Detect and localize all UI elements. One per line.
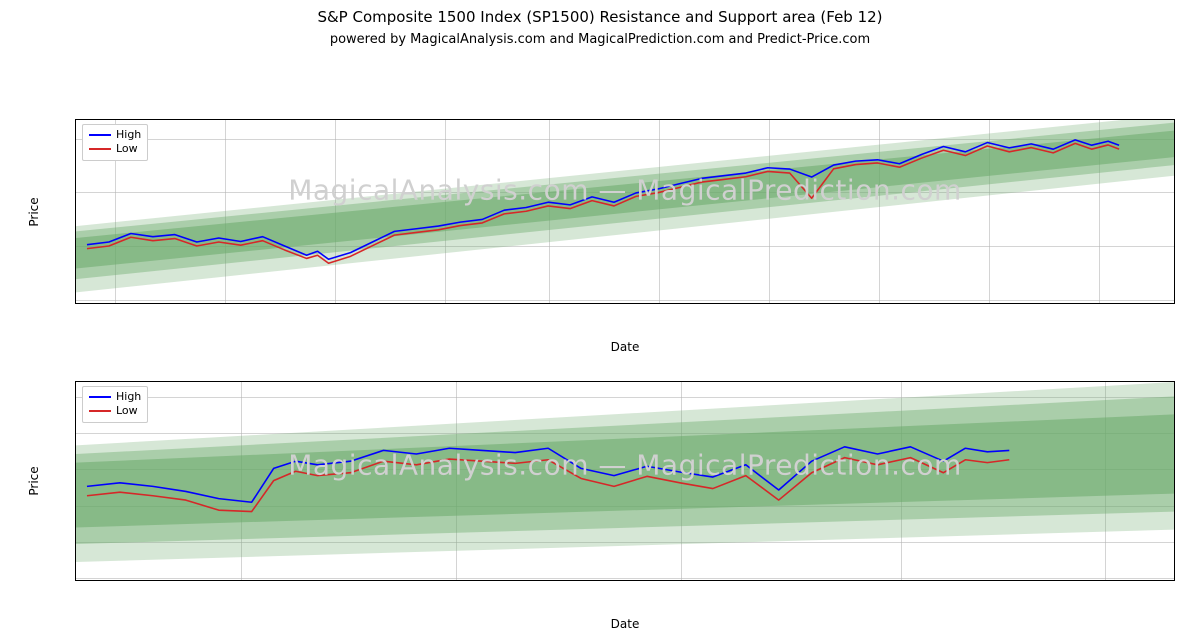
- chart-title: S&P Composite 1500 Index (SP1500) Resist…: [0, 0, 1200, 26]
- legend-swatch-low: [89, 148, 111, 150]
- legend-high-2: High: [89, 390, 141, 404]
- plot-area-2: High Low MagicalAnalysis.com — MagicalPr…: [75, 381, 1175, 581]
- watermark-2: MagicalAnalysis.com — MagicalPrediction.…: [76, 449, 1174, 482]
- legend-label-low-2: Low: [116, 404, 138, 418]
- xtick-label: 2024-03: [526, 303, 572, 304]
- legend-label-low: Low: [116, 142, 138, 156]
- legend-2: High Low: [82, 386, 148, 423]
- xtick-label: 2025-02: [878, 580, 924, 581]
- chart-subtitle: powered by MagicalAnalysis.com and Magic…: [0, 26, 1200, 51]
- plot-area-1: High Low MagicalAnalysis.com — MagicalPr…: [75, 119, 1175, 304]
- xtick-label: 2024-07: [746, 303, 792, 304]
- legend-label-high: High: [116, 128, 141, 142]
- legend-1: High Low: [82, 124, 148, 161]
- y-axis-label-2: Price: [27, 466, 41, 495]
- legend-swatch-low-2: [89, 410, 111, 412]
- legend-label-high-2: High: [116, 390, 141, 404]
- xtick-label: 2024-09: [856, 303, 902, 304]
- xtick-label: 2023-07: [92, 303, 138, 304]
- xtick-label: 2025-01: [658, 580, 704, 581]
- xtick-label: 2025-01: [1076, 303, 1122, 304]
- legend-high: High: [89, 128, 141, 142]
- x-axis-label-2: Date: [611, 617, 640, 631]
- legend-low-2: Low: [89, 404, 141, 418]
- xtick-label: 2024-01: [422, 303, 468, 304]
- x-axis-label-1: Date: [611, 340, 640, 354]
- y-axis-label-1: Price: [27, 197, 41, 226]
- xtick-label: 2024-11: [218, 580, 264, 581]
- xtick-label: 2025-03: [1153, 303, 1175, 304]
- watermark-1: MagicalAnalysis.com — MagicalPrediction.…: [76, 173, 1174, 206]
- xtick-label: 2024-05: [636, 303, 682, 304]
- legend-swatch-high: [89, 134, 111, 136]
- xtick-label: 2024-11: [966, 303, 1012, 304]
- xtick-label: 2023-11: [312, 303, 358, 304]
- xtick-label: 2023-09: [202, 303, 248, 304]
- xtick-label: 2025-03: [1082, 580, 1128, 581]
- legend-swatch-high-2: [89, 396, 111, 398]
- legend-low: Low: [89, 142, 141, 156]
- xtick-label: 2024-12: [433, 580, 479, 581]
